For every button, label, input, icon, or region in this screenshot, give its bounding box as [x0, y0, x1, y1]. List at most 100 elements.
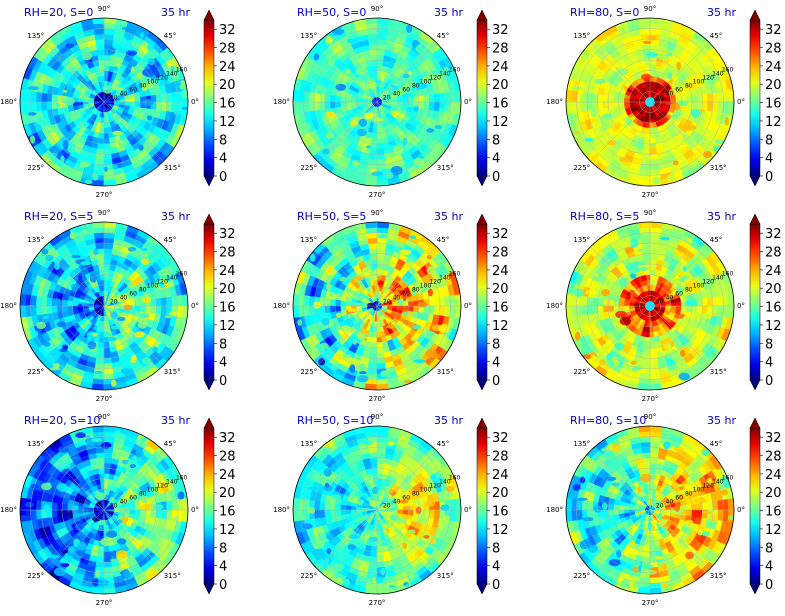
field-blob	[621, 240, 627, 249]
field-blob	[725, 117, 729, 126]
field-blob	[147, 43, 154, 51]
field-cell	[650, 149, 658, 155]
field-blob	[108, 337, 117, 342]
field-blob	[82, 52, 92, 61]
colorbar-tick-label: 20	[765, 78, 782, 93]
angle-tick-label: 180°	[546, 98, 563, 106]
field-cell	[370, 348, 377, 354]
field-cell	[104, 353, 112, 359]
field-cell	[57, 306, 63, 313]
field-cell	[650, 353, 658, 359]
field-blob	[114, 66, 119, 72]
field-blob	[103, 85, 112, 93]
field-cell	[671, 306, 677, 310]
radial-tick-label: 160	[449, 66, 461, 73]
angle-tick-label: 270°	[642, 395, 659, 403]
field-blob	[67, 145, 75, 153]
field-cell	[73, 302, 79, 307]
field-cell	[377, 39, 386, 45]
colorbar-tick-label: 20	[219, 282, 236, 297]
field-cell	[373, 327, 377, 333]
field-cell	[408, 306, 414, 311]
colorbar-tick-label: 12	[219, 115, 236, 130]
field-cell	[587, 306, 593, 315]
angle-tick-label: 0°	[191, 98, 199, 106]
field-cell	[314, 102, 320, 111]
angle-tick-label: 315°	[164, 164, 181, 172]
field-blob	[574, 288, 584, 297]
colorbar-tick-label: 16	[765, 301, 782, 316]
field-blob	[139, 313, 149, 318]
field-blob	[676, 61, 681, 70]
field-cell	[95, 243, 104, 249]
field-blob	[356, 68, 368, 76]
field-blob	[606, 339, 613, 347]
field-blob	[364, 273, 370, 278]
field-cell	[94, 34, 104, 40]
field-cell	[429, 102, 435, 110]
field-cell	[104, 238, 114, 244]
radial-tick-label: 40	[666, 295, 674, 302]
field-cell	[98, 138, 104, 144]
field-cell	[104, 149, 112, 155]
angle-tick-label: 315°	[710, 368, 727, 376]
field-cell	[598, 95, 604, 103]
colorbar-extend-top	[750, 10, 760, 20]
angle-tick-label: 45°	[710, 32, 722, 40]
field-blob	[599, 359, 606, 365]
colorbar-tick-label: 0	[219, 374, 227, 389]
field-cell	[424, 102, 430, 110]
field-blob	[342, 354, 352, 357]
field-cell	[102, 112, 104, 117]
angle-tick-label: 0°	[737, 98, 745, 106]
field-cell	[429, 306, 435, 314]
colorbar-tick-label: 24	[492, 60, 509, 75]
field-cell	[135, 102, 141, 107]
field-cell	[97, 348, 104, 354]
field-blob	[152, 346, 157, 352]
field-cell	[309, 102, 315, 112]
angle-tick-label: 270°	[642, 191, 659, 199]
radial-tick-label: 80	[685, 286, 693, 293]
colorbar-tick-label: 8	[765, 337, 773, 352]
field-blob	[402, 312, 411, 315]
field-blob	[667, 342, 671, 349]
field-cell	[377, 149, 385, 155]
field-cell	[403, 102, 409, 107]
field-cell	[102, 316, 104, 321]
field-cell	[702, 102, 708, 110]
field-blob	[671, 356, 677, 361]
colorbar-tick-label: 16	[765, 97, 782, 112]
field-cell	[377, 55, 384, 61]
polar-panel: 204060801001201401600°45°90°135°180°225°…	[0, 413, 235, 607]
field-cell	[52, 306, 58, 314]
field-cell	[368, 159, 377, 165]
field-cell	[646, 123, 650, 129]
field-blob	[50, 367, 60, 371]
field-cell	[100, 332, 105, 338]
field-cell	[94, 238, 104, 244]
field-blob	[53, 298, 62, 306]
field-cell	[619, 98, 625, 103]
field-cell	[598, 306, 604, 314]
colorbar-tick-label: 24	[765, 60, 782, 75]
field-blob	[341, 325, 351, 332]
field-cell	[346, 302, 352, 307]
field-cell	[377, 65, 382, 71]
field-blob	[92, 173, 98, 181]
field-blob	[436, 334, 446, 341]
colorbar-gradient	[477, 224, 487, 380]
field-cell	[104, 363, 113, 369]
angle-tick-label: 90°	[98, 209, 110, 217]
radial-tick-label: 60	[675, 290, 683, 297]
field-blob	[28, 112, 37, 116]
field-blob	[339, 277, 346, 282]
field-cell	[96, 154, 104, 160]
field-blob	[111, 325, 120, 329]
angle-tick-label: 90°	[371, 5, 383, 13]
field-blob	[85, 180, 92, 184]
field-cell	[373, 123, 377, 129]
colorbar-tick-label: 12	[765, 319, 782, 334]
field-cell	[613, 301, 619, 306]
field-blob	[637, 249, 645, 252]
